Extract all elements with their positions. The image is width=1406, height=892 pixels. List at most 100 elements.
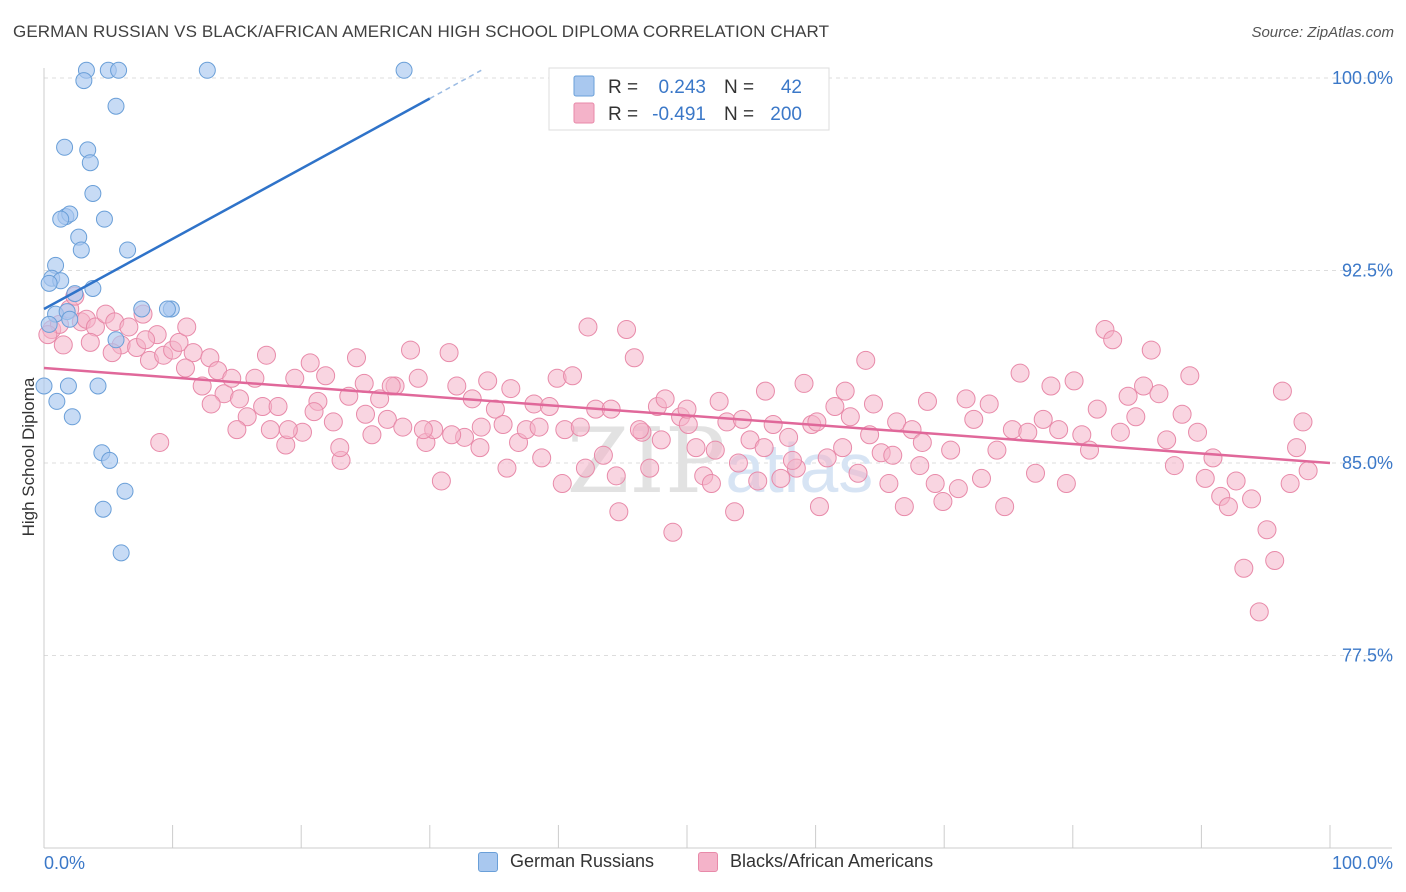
data-point-blacks-african-americans: [606, 466, 626, 486]
data-point-blacks-african-americans: [192, 376, 212, 396]
data-point-blacks-african-americans: [987, 440, 1007, 460]
data-point-german-russians: [48, 392, 66, 410]
data-point-blacks-african-americans: [655, 389, 675, 409]
data-point-blacks-african-americans: [408, 368, 428, 388]
data-point-german-russians: [198, 61, 216, 79]
data-point-blacks-african-americans: [227, 420, 247, 440]
data-point-blacks-african-americans: [1141, 340, 1161, 360]
y-tick-label: 85.0%: [1342, 453, 1393, 473]
data-point-blacks-african-americans: [485, 399, 505, 419]
data-point-blacks-african-americans: [763, 415, 783, 434]
data-point-blacks-african-americans: [471, 417, 491, 437]
data-point-blacks-african-americans: [651, 430, 671, 450]
data-point-german-russians: [61, 310, 79, 328]
data-point-blacks-african-americans: [362, 425, 382, 445]
data-point-blacks-african-americans: [401, 340, 421, 360]
data-point-german-russians: [40, 315, 58, 333]
legend-item-blacks-african-americans[interactable]: Blacks/African Americans: [698, 851, 933, 872]
data-point-blacks-african-americans: [431, 471, 451, 491]
data-point-blacks-african-americans: [709, 391, 729, 411]
data-point-blacks-african-americans: [300, 353, 320, 373]
data-point-blacks-african-americans: [1203, 448, 1223, 468]
data-point-blacks-african-americans: [1049, 420, 1069, 440]
x-tick-label: 100.0%: [1332, 853, 1393, 873]
data-point-blacks-african-americans: [222, 368, 242, 388]
legend-n-label: N =: [724, 77, 754, 98]
data-point-blacks-african-americans: [381, 376, 401, 396]
data-point-blacks-african-americans: [1134, 376, 1154, 396]
data-point-blacks-african-americans: [1293, 412, 1313, 432]
data-point-blacks-african-americans: [439, 343, 459, 363]
data-point-german-russians: [52, 210, 70, 228]
y-tick-labels: 100.0% 92.5% 85.0% 77.5%: [1332, 68, 1393, 666]
data-point-blacks-african-americans: [1164, 456, 1184, 476]
data-point-german-russians: [107, 331, 125, 349]
data-point-blacks-african-americans: [1195, 468, 1215, 488]
y-tick-label: 92.5%: [1342, 261, 1393, 281]
data-point-blacks-african-americans: [971, 468, 991, 488]
data-point-blacks-african-americans: [902, 420, 922, 440]
data-point-blacks-african-americans: [964, 409, 984, 429]
data-point-blacks-african-americans: [497, 458, 517, 478]
data-point-german-russians: [81, 154, 99, 172]
data-point-blacks-african-americans: [856, 350, 876, 370]
data-point-german-russians: [116, 482, 134, 500]
y-tick-label: 77.5%: [1342, 646, 1393, 666]
data-point-blacks-african-americans: [609, 502, 629, 522]
data-point-blacks-african-americans: [771, 468, 791, 488]
data-point-german-russians: [110, 61, 128, 79]
legend-item-german-russians[interactable]: German Russians: [478, 851, 654, 872]
data-point-blacks-african-americans: [570, 417, 590, 437]
data-point-blacks-african-americans: [346, 348, 366, 368]
legend-n-label: N =: [724, 104, 754, 125]
data-point-blacks-african-americans: [782, 450, 802, 470]
data-point-blacks-african-americans: [237, 407, 257, 427]
data-point-german-russians: [112, 544, 130, 562]
data-point-blacks-african-americans: [705, 440, 725, 460]
y-tick-label: 100.0%: [1332, 68, 1393, 88]
data-point-blacks-african-americans: [260, 420, 280, 440]
data-point-blacks-african-americans: [354, 373, 374, 393]
data-point-blacks-african-americans: [1249, 602, 1269, 622]
data-point-blacks-african-americans: [501, 379, 521, 399]
data-point-blacks-african-americans: [377, 409, 397, 429]
data-point-german-russians: [56, 138, 74, 156]
data-point-german-russians: [84, 185, 102, 202]
data-point-blacks-african-americans: [725, 502, 745, 522]
data-point-blacks-african-americans: [1033, 409, 1053, 429]
source-credit: Source: ZipAtlas.com: [1251, 24, 1394, 41]
legend-r-value: -0.491: [652, 104, 706, 125]
data-point-blacks-african-americans: [807, 412, 827, 432]
data-point-blacks-african-americans: [754, 438, 774, 458]
data-point-blacks-african-americans: [995, 497, 1015, 517]
data-point-german-russians: [40, 274, 58, 292]
data-point-blacks-african-americans: [593, 445, 613, 465]
data-point-blacks-african-americans: [677, 399, 697, 419]
data-point-blacks-african-americans: [575, 458, 595, 478]
data-point-blacks-african-americans: [809, 497, 829, 517]
stats-legend: R = 0.243 N = 42 R = -0.491 N = 200: [548, 67, 830, 131]
data-point-blacks-african-americans: [748, 471, 768, 491]
bottom-legend: German Russians Blacks/African Americans: [0, 851, 1406, 877]
trend-line-german-russians: [43, 97, 431, 311]
data-point-german-russians: [35, 377, 53, 395]
data-point-blacks-african-americans: [1010, 363, 1030, 383]
legend-label: Blacks/African Americans: [730, 851, 934, 871]
data-point-blacks-african-americans: [1272, 381, 1292, 401]
data-point-blacks-african-americans: [1157, 430, 1177, 450]
data-point-blacks-african-americans: [53, 335, 73, 355]
data-point-blacks-african-americans: [1280, 474, 1300, 494]
data-point-german-russians: [59, 377, 77, 395]
data-point-blacks-african-americans: [686, 438, 706, 458]
data-point-blacks-african-americans: [1118, 386, 1138, 406]
data-point-blacks-african-americans: [1287, 438, 1307, 458]
x-tick-label: 0.0%: [44, 853, 85, 873]
data-point-blacks-african-americans: [1103, 330, 1123, 350]
chart-title: GERMAN RUSSIAN VS BLACK/AFRICAN AMERICAN…: [13, 22, 830, 41]
data-point-blacks-african-americans: [835, 381, 855, 401]
data-point-blacks-african-americans: [912, 432, 932, 452]
data-point-blacks-african-americans: [794, 373, 814, 393]
data-point-blacks-african-americans: [470, 438, 490, 458]
data-point-german-russians: [72, 241, 90, 259]
data-point-blacks-african-americans: [617, 320, 637, 340]
